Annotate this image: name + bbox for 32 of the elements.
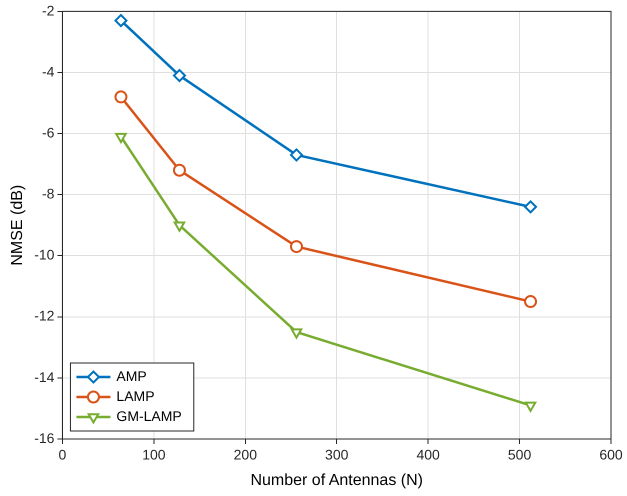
point [174, 221, 186, 232]
y-tick-label: -12 [34, 308, 55, 324]
point [524, 402, 536, 412]
y-tick-label: -14 [34, 368, 55, 385]
point [524, 295, 538, 308]
y-tick-label: -4 [42, 63, 55, 80]
point [115, 132, 127, 144]
x-tick-label: 100 [142, 446, 166, 462]
y-tick-label: -8 [42, 186, 55, 202]
x-tick-label: 0 [58, 446, 67, 462]
legend-label: AMP [116, 368, 147, 384]
x-tick-label: 600 [599, 446, 623, 462]
x-tick-label: 400 [416, 446, 440, 462]
y-tick-label: -16 [34, 430, 55, 446]
y-tick-label: -6 [42, 124, 55, 140]
point [290, 328, 302, 339]
x-tick-label: 300 [325, 446, 349, 462]
x-tick-label: 200 [234, 446, 258, 462]
point [290, 148, 303, 162]
legend-label: GM-LAMP [116, 408, 182, 424]
y-tick-label: -10 [34, 246, 55, 263]
y-tick-label: -2 [42, 2, 55, 18]
point [114, 14, 128, 28]
point [114, 90, 128, 104]
point [172, 164, 186, 177]
point [290, 240, 303, 254]
point [172, 69, 186, 82]
y-axis-title: NMSE (dB) [9, 184, 26, 266]
point [524, 200, 538, 214]
x-tick-label: 500 [508, 446, 532, 462]
legend-label: LAMP [116, 388, 155, 404]
x-axis-title: Number of Antennas (N) [250, 472, 423, 489]
